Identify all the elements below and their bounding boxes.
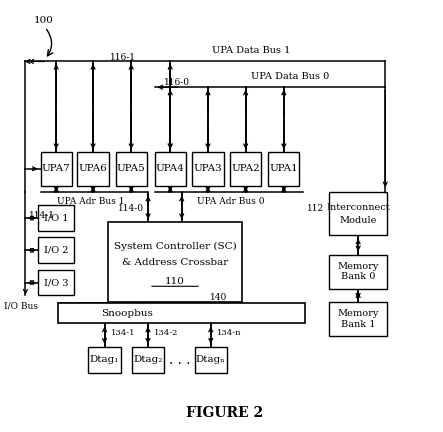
Text: UPA4: UPA4 <box>156 164 185 173</box>
Text: Memory: Memory <box>338 262 379 271</box>
Text: 116-0: 116-0 <box>164 79 190 87</box>
Text: UPA7: UPA7 <box>42 164 70 173</box>
Text: 110: 110 <box>165 277 185 286</box>
FancyBboxPatch shape <box>39 270 74 295</box>
Text: Dtag₂: Dtag₂ <box>133 355 163 364</box>
Text: 114-1: 114-1 <box>29 212 55 220</box>
FancyBboxPatch shape <box>132 347 164 373</box>
FancyBboxPatch shape <box>108 222 242 302</box>
Text: 100: 100 <box>34 16 54 25</box>
FancyBboxPatch shape <box>39 238 74 263</box>
Text: UPA Data Bus 0: UPA Data Bus 0 <box>251 72 329 81</box>
Text: UPA3: UPA3 <box>194 164 222 173</box>
Text: I/O 1: I/O 1 <box>44 214 69 222</box>
Text: . . .: . . . <box>169 353 190 367</box>
FancyBboxPatch shape <box>78 152 109 186</box>
FancyBboxPatch shape <box>329 254 388 289</box>
FancyBboxPatch shape <box>230 152 261 186</box>
Text: 140: 140 <box>210 293 227 302</box>
Text: 112: 112 <box>307 204 324 213</box>
Text: I/O 2: I/O 2 <box>44 246 69 255</box>
Text: UPA2: UPA2 <box>231 164 260 173</box>
FancyBboxPatch shape <box>194 347 227 373</box>
FancyBboxPatch shape <box>88 347 121 373</box>
FancyBboxPatch shape <box>39 205 74 231</box>
Text: UPA Adr Bus 0: UPA Adr Bus 0 <box>197 197 264 206</box>
Text: I/O 3: I/O 3 <box>44 278 69 287</box>
Text: UPA1: UPA1 <box>269 164 298 173</box>
Text: Dtagₙ: Dtagₙ <box>196 355 225 364</box>
Text: Snoopbus: Snoopbus <box>101 308 153 318</box>
Text: UPA6: UPA6 <box>79 164 108 173</box>
Text: & Address Crossbar: & Address Crossbar <box>122 257 228 267</box>
FancyBboxPatch shape <box>268 152 299 186</box>
FancyBboxPatch shape <box>192 152 224 186</box>
Text: Bank 0: Bank 0 <box>341 273 375 282</box>
FancyBboxPatch shape <box>58 303 305 323</box>
Text: Dtag₁: Dtag₁ <box>90 355 119 364</box>
Text: 134-2: 134-2 <box>155 329 179 337</box>
Text: 116-1: 116-1 <box>110 53 136 62</box>
Text: Memory: Memory <box>338 309 379 318</box>
Text: Module: Module <box>339 216 377 225</box>
Text: FIGURE 2: FIGURE 2 <box>187 407 264 420</box>
FancyBboxPatch shape <box>116 152 147 186</box>
Text: 134-1: 134-1 <box>111 329 136 337</box>
Text: 114-0: 114-0 <box>118 204 144 213</box>
Text: UPA Data Bus 1: UPA Data Bus 1 <box>212 46 290 55</box>
FancyBboxPatch shape <box>155 152 186 186</box>
Text: UPA Adr Bus 1: UPA Adr Bus 1 <box>57 197 124 206</box>
FancyBboxPatch shape <box>41 152 72 186</box>
Text: 134-n: 134-n <box>217 329 242 337</box>
Text: System Controller (SC): System Controller (SC) <box>113 241 237 251</box>
Text: Interconnect: Interconnect <box>326 203 390 212</box>
Text: Bank 1: Bank 1 <box>341 320 375 329</box>
Text: UPA5: UPA5 <box>117 164 146 173</box>
FancyBboxPatch shape <box>329 302 388 336</box>
FancyBboxPatch shape <box>329 192 388 235</box>
Text: I/O Bus: I/O Bus <box>4 302 38 311</box>
